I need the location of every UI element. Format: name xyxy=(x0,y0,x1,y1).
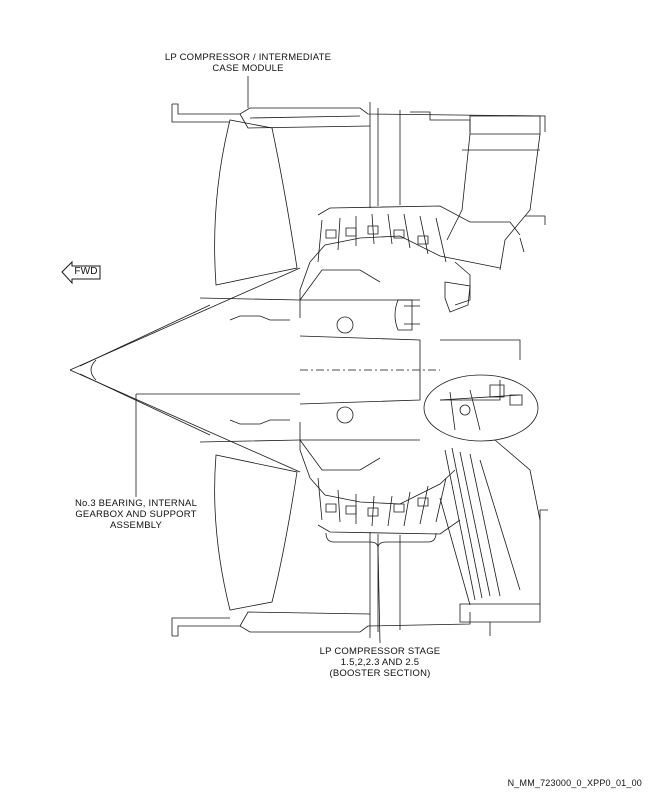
bottom-callout-line3: (BOOSTER SECTION) xyxy=(329,668,431,679)
top-callout-line1: LP COMPRESSOR / INTERMEDIATE xyxy=(164,52,332,63)
rear-struts xyxy=(440,440,540,605)
booster-section-lower xyxy=(300,422,460,534)
left-callout-line1: No.3 BEARING, INTERNAL xyxy=(74,498,198,509)
leader-lines xyxy=(136,76,380,643)
fan-blade-lower xyxy=(215,455,297,610)
left-callout-label: No.3 BEARING, INTERNAL GEARBOX AND SUPPO… xyxy=(66,498,206,531)
fwd-label: FWD xyxy=(74,266,98,277)
top-callout-label: LP COMPRESSOR / INTERMEDIATE CASE MODULE xyxy=(150,52,346,74)
booster-section-upper xyxy=(300,206,520,330)
bottom-callout-line2: 1.5,2,2.3 AND 2.5 xyxy=(340,657,420,668)
left-callout-line2: GEARBOX AND SUPPORT xyxy=(75,509,197,520)
top-callout-line2: CASE MODULE xyxy=(212,63,284,74)
left-callout-line3: ASSEMBLY xyxy=(109,520,163,531)
shafts-and-gearbox xyxy=(136,270,520,470)
spinner-cone xyxy=(70,268,300,472)
detail-callout-circle xyxy=(424,375,538,441)
outer-case-lower xyxy=(172,510,548,638)
bottom-callout-label: LP COMPRESSOR STAGE 1.5,2,2.3 AND 2.5 (B… xyxy=(312,646,448,679)
outer-case-upper xyxy=(172,102,545,270)
document-id: N_MM_723000_0_XPP0_01_00 xyxy=(507,778,642,788)
booster-bracket xyxy=(326,533,436,548)
fan-blade-upper xyxy=(215,120,297,285)
fwd-arrow-icon xyxy=(62,262,100,283)
bottom-callout-line1: LP COMPRESSOR STAGE xyxy=(319,646,441,657)
